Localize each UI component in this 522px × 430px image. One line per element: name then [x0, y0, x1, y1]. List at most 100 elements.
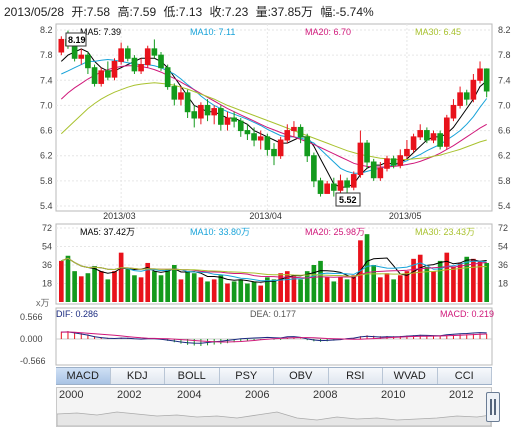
candle-down	[251, 133, 257, 141]
volume-ma-line	[61, 257, 487, 282]
candle-up	[211, 108, 218, 116]
volume-bar	[85, 273, 91, 302]
timeline-year: 2006	[245, 389, 270, 401]
price-x-tick: 2013/04	[249, 211, 282, 221]
candlesticks	[58, 30, 490, 199]
quote-close: 收:7.23	[209, 5, 249, 19]
indicator-tabs: MACD KDJ BOLL PSY OBV RSI WVAD CCI	[56, 367, 492, 385]
quote-change: 幅:-5.74%	[320, 5, 374, 19]
tab-rsi[interactable]: RSI	[329, 368, 383, 384]
candle-down	[71, 45, 78, 59]
high-callout: 8.19	[65, 32, 87, 47]
price-y-axis-right: 8.2 7.8 7.4 7.0 6.6 6.2 5.8 5.4	[498, 25, 511, 211]
candle-up	[291, 126, 297, 132]
volume-y-tick: 18	[498, 279, 508, 289]
candle-down	[437, 133, 443, 147]
volume-bar	[344, 279, 350, 302]
volume-bar	[457, 262, 463, 302]
candle-up	[410, 136, 417, 150]
price-x-tick: 2013/03	[103, 211, 136, 221]
price-y-tick: 7.8	[498, 50, 511, 60]
candle-down	[264, 136, 271, 150]
tab-cci[interactable]: CCI	[438, 368, 492, 384]
candle-down	[344, 180, 350, 188]
candle-down	[237, 120, 244, 132]
price-y-tick: 7.0	[40, 100, 53, 110]
tab-boll[interactable]: BOLL	[165, 368, 220, 384]
price-x-axis: 2013/03 2013/04 2013/05	[103, 211, 421, 221]
candle-down	[231, 117, 237, 122]
volume-moving-averages	[61, 257, 487, 283]
price-y-tick: 7.8	[40, 50, 53, 60]
candle-down	[171, 86, 178, 100]
price-y-tick: 5.8	[40, 176, 53, 186]
candle-down	[131, 57, 138, 72]
tab-psy[interactable]: PSY	[220, 368, 274, 384]
volume-y-tick: 54	[42, 242, 52, 252]
candle-up	[178, 92, 184, 100]
candle-down	[218, 108, 224, 125]
volume-bar	[378, 277, 383, 302]
volume-bar	[338, 277, 343, 302]
candle-down	[164, 67, 171, 88]
quote-header: 2013/05/28 开:7.58 高:7.59 低:7.13 收:7.23 量…	[4, 3, 378, 20]
price-y-tick: 8.2	[498, 25, 511, 35]
candle-down	[151, 48, 158, 56]
candle-up	[457, 92, 463, 106]
volume-bar	[484, 262, 490, 302]
price-ma-label: MA20: 6.70	[305, 27, 351, 37]
volume-bar	[118, 252, 124, 302]
timeline-range-handle[interactable]	[486, 392, 500, 422]
price-y-tick: 5.4	[40, 201, 53, 211]
volume-bar	[464, 256, 470, 302]
volume-bar	[444, 252, 450, 302]
macd-y-tick: 0.566	[20, 312, 43, 322]
volume-bar	[397, 275, 403, 302]
volume-ma-label: MA20: 25.98万	[305, 227, 365, 237]
macd-unit: x万	[36, 298, 50, 308]
volume-bar	[391, 279, 396, 302]
volume-bar	[211, 279, 217, 302]
timeline-sparkline	[57, 411, 491, 426]
quote-volume: 量:37.85万	[255, 5, 313, 19]
volume-bar	[351, 275, 357, 302]
tab-obv[interactable]: OBV	[274, 368, 329, 384]
candle-down	[304, 136, 311, 157]
candle-up	[144, 48, 151, 66]
price-x-tick: 2013/05	[389, 211, 422, 221]
timeline-year: 2000	[59, 389, 84, 401]
volume-y-axis-right: 72 54 36 18	[498, 223, 508, 289]
candle-up	[477, 68, 483, 81]
volume-ma-line	[61, 257, 487, 277]
history-timeline[interactable]: 2000 2002 2004 2006 2008 2010 2012	[56, 387, 492, 427]
candle-up	[350, 174, 357, 188]
tab-wvad[interactable]: WVAD	[383, 368, 438, 384]
volume-bar	[404, 271, 410, 302]
candle-down	[91, 67, 98, 84]
quote-open: 开:7.58	[71, 5, 111, 19]
volume-bar	[198, 277, 204, 302]
volume-bar	[205, 281, 210, 302]
volume-ma-label: MA10: 33.80万	[190, 227, 250, 237]
candle-up	[277, 139, 284, 157]
candle-up	[470, 79, 477, 100]
price-ma-label: MA5: 7.39	[80, 27, 121, 37]
macd-legend: DIF: 0.286 DEA: 0.177 MACD: 0.219	[56, 309, 494, 319]
volume-bar	[238, 279, 244, 302]
volume-bar	[72, 271, 77, 302]
volume-bar	[225, 283, 230, 302]
candle-down	[390, 158, 397, 166]
candle-down	[271, 148, 277, 157]
price-y-tick: 6.6	[498, 126, 511, 136]
volume-bar	[284, 271, 290, 302]
volume-bar	[231, 281, 237, 302]
quote-high: 高:7.59	[117, 5, 157, 19]
price-y-tick: 7.0	[498, 100, 511, 110]
price-y-tick: 5.4	[498, 201, 511, 211]
candle-down	[204, 104, 211, 116]
volume-bar	[311, 265, 317, 302]
volume-bar	[251, 281, 257, 302]
tab-macd[interactable]: MACD	[56, 368, 111, 384]
tab-kdj[interactable]: KDJ	[111, 368, 165, 384]
